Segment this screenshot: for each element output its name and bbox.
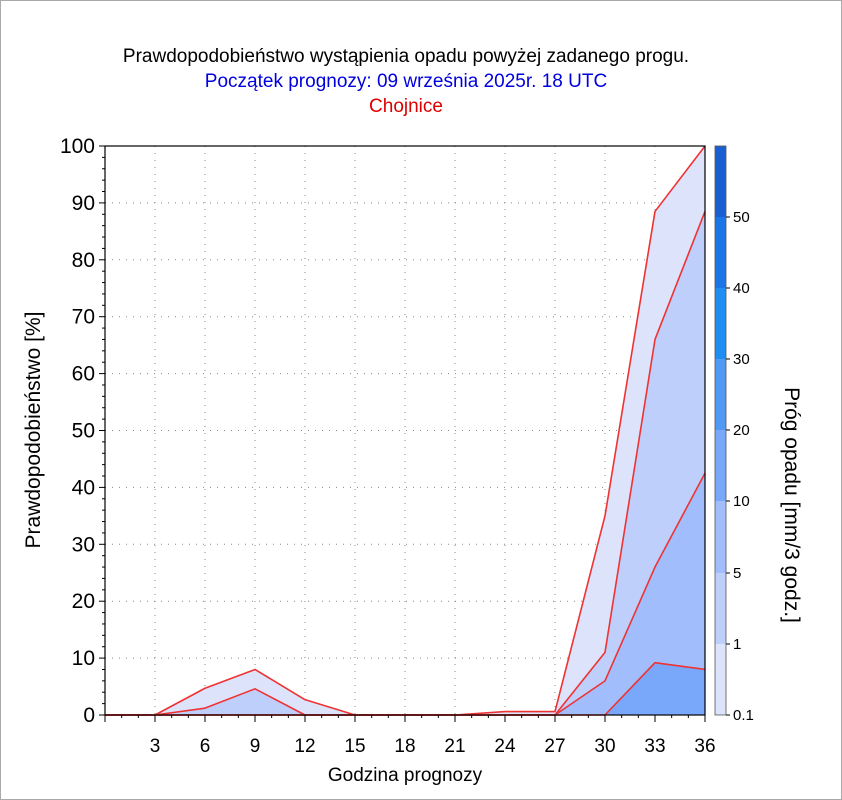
y-tick-label: 10 <box>72 647 95 670</box>
x-tick-label: 15 <box>344 736 365 757</box>
chart-subtitle: Początek prognozy: 09 września 2025r. 18… <box>205 71 607 92</box>
colorbar-tick-label: 10 <box>733 493 750 510</box>
x-tick-label: 9 <box>250 736 261 757</box>
colorbar-segment <box>715 644 726 715</box>
y-tick-label: 20 <box>72 590 95 613</box>
x-tick-label: 27 <box>544 736 565 757</box>
location-name: Chojnice <box>369 96 443 117</box>
probability-areas <box>105 146 705 715</box>
x-tick-label: 3 <box>150 736 161 757</box>
x-axis-ticks: 3 6 9 12 15 18 21 24 27 30 33 36 <box>104 715 716 757</box>
y-tick-label: 0 <box>83 704 95 727</box>
colorbar-tick-label: 1 <box>733 636 741 653</box>
colorbar-segment <box>715 217 726 288</box>
colorbar-segment <box>715 501 726 573</box>
colorbar-tick-label: 20 <box>733 422 750 439</box>
colorbar-segment <box>715 288 726 359</box>
colorbar-segment <box>715 573 726 644</box>
colorbar-tick-label: 0.1 <box>733 707 754 724</box>
colorbar-tick-label: 30 <box>733 351 750 368</box>
x-tick-label: 30 <box>594 736 615 757</box>
y-tick-label: 70 <box>72 306 95 329</box>
x-tick-label: 36 <box>694 736 715 757</box>
x-tick-label: 24 <box>494 736 516 757</box>
x-tick-label: 21 <box>444 736 465 757</box>
x-tick-label: 33 <box>644 736 665 757</box>
x-tick-label: 18 <box>394 736 415 757</box>
area-threshold-10 <box>105 662 705 715</box>
y-tick-label: 100 <box>60 135 95 158</box>
y-axis-label: Prawdopodobieństwo [%] <box>22 312 45 549</box>
y-tick-label: 40 <box>72 476 95 499</box>
colorbar-label: Próg opadu [mm/3 godz.] <box>780 387 803 623</box>
y-tick-label: 60 <box>72 363 95 386</box>
y-tick-label: 30 <box>72 533 95 556</box>
x-tick-label: 12 <box>294 736 315 757</box>
y-tick-label: 50 <box>72 420 95 443</box>
colorbar-segment <box>715 359 726 430</box>
x-tick-label: 6 <box>200 736 211 757</box>
threshold-colorbar: 0.1 1 5 10 20 30 40 50 <box>714 145 754 724</box>
colorbar-tick-label: 5 <box>733 565 741 582</box>
y-axis-ticks: 0 10 20 30 40 50 60 70 80 90 100 <box>60 135 105 727</box>
colorbar-segment <box>715 430 726 501</box>
colorbar-tick-label: 40 <box>733 280 750 297</box>
y-tick-label: 80 <box>72 249 95 272</box>
y-tick-label: 90 <box>72 192 95 215</box>
x-axis-label: Godzina prognozy <box>328 765 483 786</box>
colorbar-segment <box>715 146 726 217</box>
colorbar-tick-label: 50 <box>733 209 750 226</box>
chart-title: Prawdopodobieństwo wystąpienia opadu pow… <box>123 46 689 67</box>
